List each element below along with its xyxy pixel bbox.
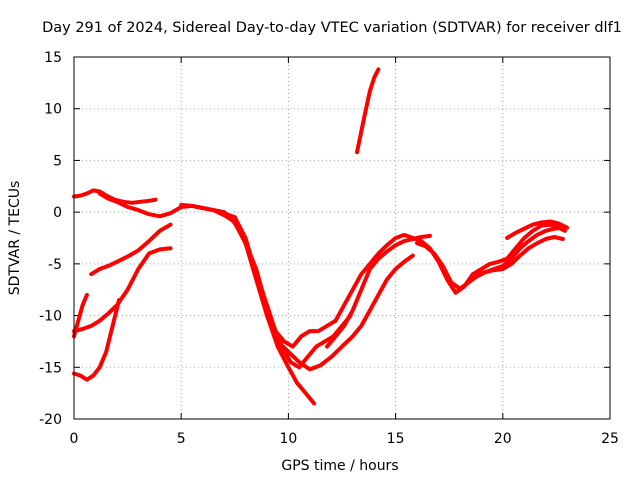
x-tick-label: 10 <box>279 431 297 447</box>
x-tick-label: 5 <box>177 431 186 447</box>
grid-lines <box>74 57 610 419</box>
y-tick-labels: -20 -15 -10 -5 0 5 10 15 <box>39 50 62 428</box>
x-tick-label: 15 <box>387 431 405 447</box>
satellite-track-2 <box>97 191 237 220</box>
satellite-track-17 <box>505 219 570 240</box>
satellite-track-13 <box>72 298 121 382</box>
x-tick-label: 0 <box>70 431 79 447</box>
satellite-track-7 <box>333 232 415 323</box>
satellite-track-12 <box>72 292 89 339</box>
satellite-track-9 <box>355 67 381 155</box>
y-tick-label: 15 <box>44 50 62 66</box>
y-tick-label: -15 <box>39 360 62 376</box>
data-series <box>72 67 570 406</box>
x-tick-label: 20 <box>494 431 512 447</box>
y-tick-label: -20 <box>39 412 62 428</box>
y-tick-label: -5 <box>48 257 62 273</box>
y-tick-label: 0 <box>53 205 62 221</box>
chart-title: Day 291 of 2024, Sidereal Day-to-day VTE… <box>42 20 622 36</box>
y-tick-label: 5 <box>53 153 62 169</box>
satellite-track-11 <box>89 222 173 277</box>
satellite-track-6 <box>222 212 415 372</box>
y-axis-label: SDTVAR / TECUs <box>7 181 23 296</box>
x-tick-label: 25 <box>601 431 619 447</box>
y-tick-label: 10 <box>44 102 62 118</box>
satellite-track-16 <box>475 225 565 277</box>
y-tick-label: -10 <box>39 309 62 325</box>
plot-frame <box>73 56 611 420</box>
x-axis-label: GPS time / hours <box>281 458 398 474</box>
x-tick-labels: 0 5 10 15 20 25 <box>70 431 619 447</box>
